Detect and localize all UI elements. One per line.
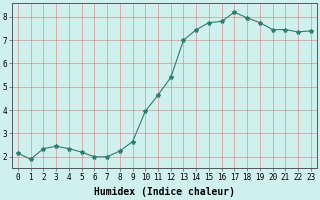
X-axis label: Humidex (Indice chaleur): Humidex (Indice chaleur)	[94, 187, 235, 197]
